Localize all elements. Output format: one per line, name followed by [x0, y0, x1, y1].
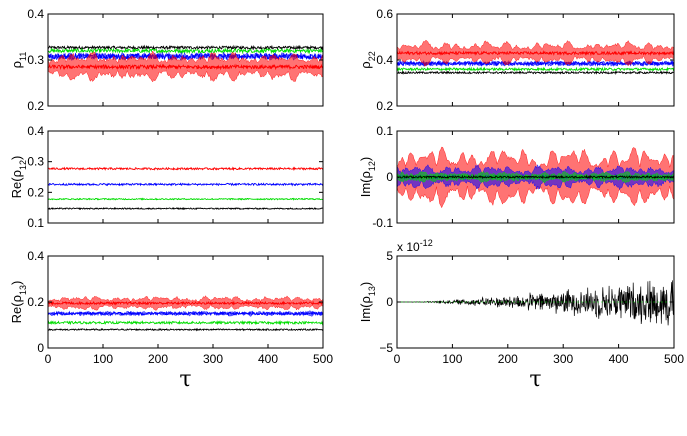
y-tick-label: 0 [386, 170, 393, 184]
trace-black [48, 44, 323, 51]
trace-blue [48, 310, 323, 317]
series-black-rho11 [48, 44, 323, 51]
plot-area-re_rho12 [48, 166, 323, 211]
panel-rho22: 0.2 0.4 0.6 ρ22 [358, 7, 675, 113]
series-black-re_rho13 [48, 327, 323, 332]
series-red-rho22 [397, 39, 674, 67]
y-tick-label: 5 [386, 249, 393, 263]
y-multiplier: x 10-12 [397, 238, 433, 254]
axes-frame-re_rho12 [47, 130, 324, 224]
x-tick-label: 100 [442, 352, 462, 366]
y-tick-label: 0.6 [376, 7, 393, 21]
y-tick-label: 0.4 [27, 249, 44, 263]
x-tick-label: 500 [664, 352, 684, 366]
panel-rho11: 0.2 0.3 0.4 ρ11 [9, 7, 324, 113]
y-axis-label-im_rho12: Im(ρ12) [358, 157, 377, 198]
trace-black [397, 70, 674, 75]
plot-area-re_rho13 [48, 295, 323, 332]
y-tick-label: 0.1 [376, 124, 393, 138]
series-black-rho22 [397, 70, 674, 75]
series-red-rho11 [48, 50, 323, 83]
series-blue-re_rho13 [48, 310, 323, 317]
series-green-rho11 [48, 47, 323, 55]
y-tick-label: 0.2 [376, 99, 393, 113]
y-tick-label: 0.4 [27, 124, 44, 138]
trace-red [48, 166, 323, 172]
x-tick-label: 300 [553, 352, 573, 366]
y-axis-label-re_rho13: Re(ρ13) [9, 281, 28, 324]
panel-re_rho13: 0 100 200 300 400 500 0 0.2 0.4 Re(ρ13) τ [9, 249, 333, 392]
series-blue-re_rho12 [48, 182, 323, 187]
y-axis-label-im_rho13: Im(ρ13) [358, 282, 377, 323]
trace-black [397, 174, 674, 180]
series-red-re_rho12 [48, 166, 323, 172]
x-tick-label: 200 [498, 352, 518, 366]
trace-green [397, 66, 674, 72]
y-tick-label: 0.4 [27, 7, 44, 21]
y-tick-label: 0.2 [27, 185, 44, 199]
trace-black [48, 327, 323, 332]
y-tick-label: 0 [37, 341, 44, 355]
x-tick-label: 300 [203, 352, 223, 366]
series-green-re_rho12 [48, 197, 323, 201]
y-tick-label: 0.1 [27, 216, 44, 230]
series-green-rho22 [397, 66, 674, 72]
x-axis-label-im_rho13: τ [529, 367, 541, 392]
trace-black [48, 207, 323, 211]
x-tick-label: 0 [45, 352, 52, 366]
x-tick-label: 400 [609, 352, 629, 366]
y-tick-label: 0 [386, 295, 393, 309]
trace-green [48, 319, 323, 326]
x-tick-label: 500 [313, 352, 333, 366]
trace-black [397, 279, 674, 326]
y-tick-label: −5 [379, 341, 393, 355]
series-black-im_rho13 [397, 279, 674, 326]
envelope-red [397, 39, 674, 67]
trace-red [48, 300, 323, 306]
y-axis-label-rho22: ρ22 [358, 51, 377, 68]
x-tick-label: 100 [93, 352, 113, 366]
series-black-im_rho12 [397, 174, 674, 180]
series-black-re_rho12 [48, 207, 323, 211]
y-tick-label: 0.2 [27, 99, 44, 113]
x-tick-label: 400 [258, 352, 278, 366]
trace-green [48, 197, 323, 201]
panel-re_rho12: 0.1 0.2 0.3 0.4 Re(ρ12) [9, 124, 324, 230]
y-tick-label: 0.2 [27, 295, 44, 309]
plot-area-im_rho13 [397, 279, 674, 326]
trace-red [397, 49, 674, 57]
y-tick-label: -0.1 [372, 216, 393, 230]
y-axis-label-rho11: ρ11 [9, 52, 28, 69]
panel-im_rho12: -0.1 0 0.1 Im(ρ12) [358, 124, 675, 230]
plot-area-im_rho12 [397, 146, 674, 209]
y-tick-label: 0.3 [27, 155, 44, 169]
series-red-re_rho13 [48, 295, 323, 311]
trace-red [48, 63, 323, 71]
trace-blue [48, 182, 323, 187]
x-tick-label: 0 [394, 352, 401, 366]
x-tick-label: 200 [148, 352, 168, 366]
plot-area-rho22 [397, 39, 674, 75]
y-tick-label: 0.3 [27, 53, 44, 67]
series-green-re_rho13 [48, 319, 323, 326]
y-tick-label: 0.4 [376, 53, 393, 67]
y-axis-label-re_rho12: Re(ρ12) [9, 156, 28, 199]
trace-green [48, 47, 323, 55]
x-axis-label-re_rho13: τ [179, 367, 191, 392]
plot-area-rho11 [48, 44, 323, 83]
